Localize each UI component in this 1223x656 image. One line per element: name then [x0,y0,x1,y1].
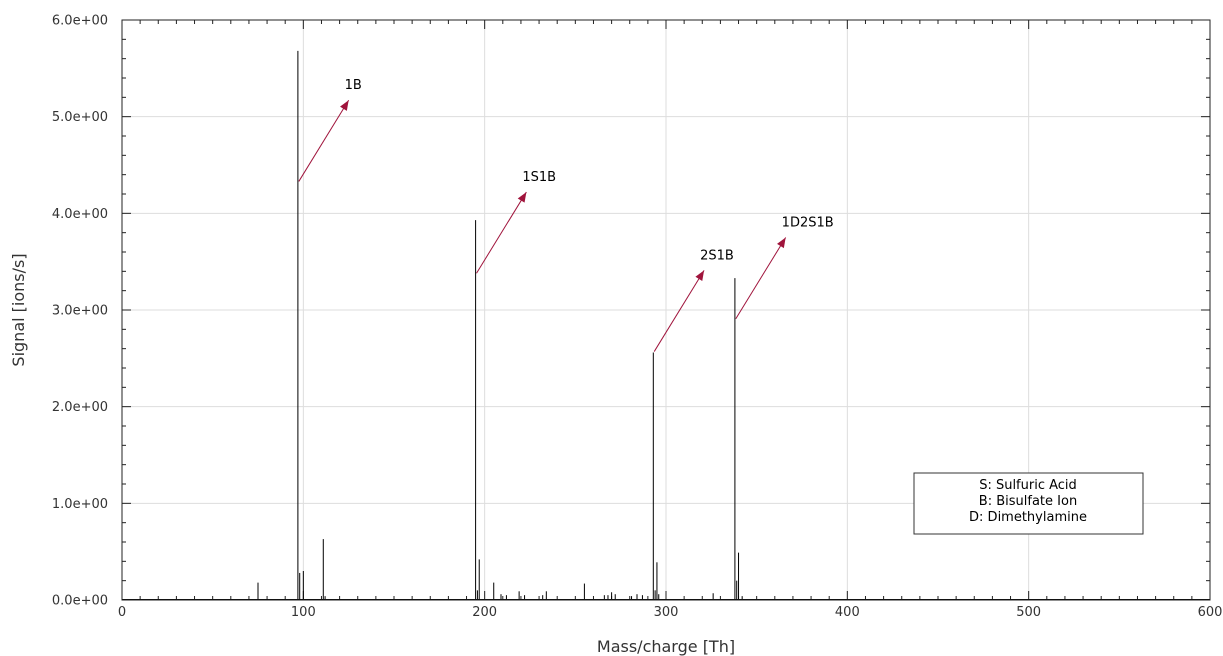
annotation-arrow-line [735,237,787,319]
x-tick-label: 400 [835,605,860,620]
annotation-arrow-line [476,191,527,274]
annotation-arrowhead [777,237,786,249]
y-tick-label: 0.0e+00 [52,594,108,609]
y-tick-label: 5.0e+00 [52,110,108,125]
peak-annotations: 1B 1S1B 2S1B 1D2S1B [298,78,834,352]
legend-line-bisulfate-ion: B: Bisulfate Ion [979,494,1077,509]
annotation-arrowhead [340,100,349,111]
annotation-label: 1B [345,78,362,93]
x-tick-label: 0 [118,605,126,620]
y-tick-label: 4.0e+00 [52,207,108,222]
x-tick-label: 500 [1016,605,1041,620]
y-tick-label: 1.0e+00 [52,497,108,512]
annotation-arrowhead [517,192,527,203]
x-axis-label: Mass/charge [Th] [597,637,735,656]
x-tick-label: 100 [291,605,316,620]
y-tick-label: 2.0e+00 [52,400,108,415]
x-tick-label: 600 [1198,605,1223,620]
x-tick-label: 300 [654,605,679,620]
annotation-label: 1S1B [522,170,556,185]
annotation-arrow-line [298,99,350,182]
spectrum-peaks [257,50,743,600]
y-tick-label: 3.0e+00 [52,304,108,319]
annotation-arrowhead [695,270,705,281]
legend-line-sulfuric-acid: S: Sulfuric Acid [979,478,1077,493]
x-tick-label: 200 [472,605,497,620]
y-axis-label: Signal [ions/s] [9,253,28,366]
y-tick-label: 6.0e+00 [52,14,108,29]
legend: S: Sulfuric Acid B: Bisulfate Ion D: Dim… [913,472,1144,535]
x-tick-labels: 0 100 200 300 400 500 600 [118,605,1223,620]
legend-line-dimethylamine: D: Dimethylamine [969,510,1087,525]
plot-frame [121,19,1211,601]
annotation-label: 1D2S1B [782,216,834,231]
legend-box [913,472,1144,535]
annotation-arrow-line [653,270,705,352]
annotation-label: 2S1B [700,248,734,263]
y-tick-labels: 0.0e+00 1.0e+00 2.0e+00 3.0e+00 4.0e+00 5.0e+… [52,14,108,609]
